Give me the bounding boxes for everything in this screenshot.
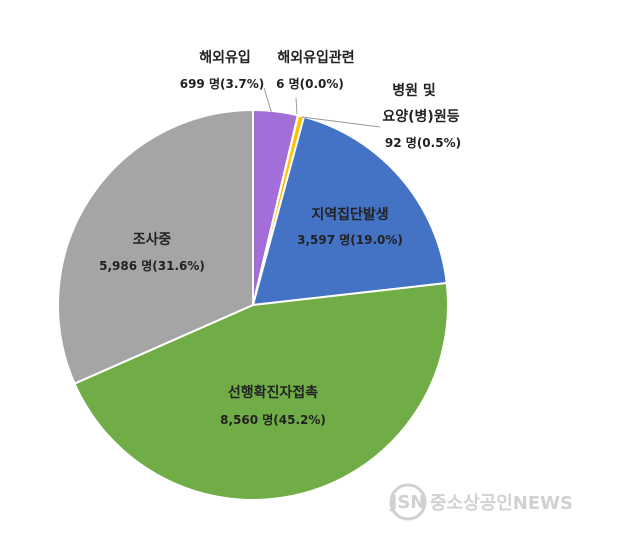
watermark: JSN 중소상공인NEWS: [389, 483, 573, 521]
leader-lines: [263, 87, 381, 128]
label-name-병원및-line2: 요양(병)원등: [382, 108, 459, 125]
pie-slices: [57, 108, 449, 501]
watermark-text: 중소상공인NEWS: [430, 493, 573, 514]
label-name-해외유입관련: 해외유입관련: [277, 49, 354, 66]
label-value-선행확진자접촉: 8,560 명(45.2%): [220, 413, 326, 427]
label-name-병원및-line1: 병원 및: [392, 82, 436, 99]
watermark-logo-text: JSN: [389, 492, 426, 513]
watermark-logo-icon: [389, 483, 427, 521]
label-value-해외유입관련: 6 명(0.0%): [276, 77, 344, 91]
leader-line-병원및요양병원등: [301, 116, 381, 128]
label-name-조사중: 조사중: [133, 232, 172, 248]
label-value-병원및요양병원등: 92 명(0.5%): [385, 136, 461, 150]
pie-slice-선행확진자접촉: [73, 281, 449, 501]
label-value-조사중: 5,986 명(31.6%): [99, 259, 205, 273]
pie-slice-조사중: [57, 108, 254, 385]
label-value-해외유입: 699 명(3.7%): [180, 77, 265, 91]
leader-line-해외유입관련: [295, 97, 298, 115]
label-name-해외유입: 해외유입: [199, 49, 251, 66]
label-name-지역집단발생: 지역집단발생: [311, 206, 388, 223]
label-value-지역집단발생: 3,597 명(19.0%): [297, 233, 403, 247]
pie-slice-지역집단발생: [251, 115, 448, 307]
label-name-선행확진자접촉: 선행확진자접촉: [228, 384, 318, 401]
leader-line-해외유입: [263, 87, 273, 115]
